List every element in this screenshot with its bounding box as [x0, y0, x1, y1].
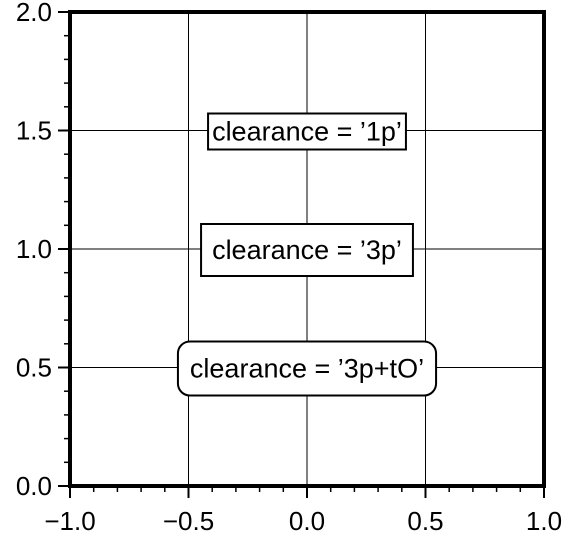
- x-tick-label: 0.5: [407, 506, 443, 535]
- y-tick-label: 0.5: [16, 353, 52, 383]
- x-tick-label: 1.0: [526, 506, 562, 535]
- x-tick-label: 0.0: [289, 506, 325, 535]
- y-tick-label: 2.0: [16, 0, 52, 27]
- annotation-text: clearance = ’1p’: [212, 117, 402, 147]
- x-tick-label: −1.0: [44, 506, 95, 535]
- y-tick-label: 1.0: [16, 234, 52, 264]
- annotation-text: clearance = ’3p+tO’: [190, 354, 424, 384]
- annotation-box: [200, 223, 414, 277]
- tick-labels: −1.0 −0.5 0.0 0.5 1.0 0.0 0.5 1.0 1.5 2.0: [16, 0, 562, 535]
- annotation: clearance = ’1p’: [207, 112, 407, 151]
- annotation: clearance = ’3p+tO’: [176, 340, 438, 397]
- annotations: clearance = ’1p’ clearance = ’3p’ clearanc…: [176, 112, 438, 397]
- y-tick-label: 1.5: [16, 116, 52, 146]
- annotation: clearance = ’3p’: [200, 223, 414, 277]
- annotation-box: [207, 112, 407, 151]
- y-tick-label: 0.0: [16, 471, 52, 501]
- x-tick-label: −0.5: [163, 506, 214, 535]
- annotation-box: [176, 340, 438, 397]
- plot-frame: [68, 10, 546, 488]
- annotation-text: clearance = ’3p’: [212, 235, 402, 265]
